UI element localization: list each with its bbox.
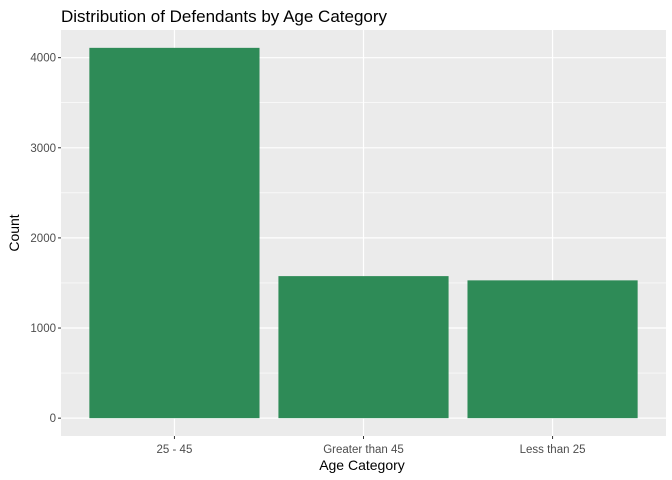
x-tick-label: 25 - 45 [157,444,193,456]
bar [89,47,260,419]
y-tick-label: 3000 [30,143,56,155]
bar [278,276,449,419]
y-tick-label: 1000 [30,323,56,335]
y-tick-label: 2000 [30,233,56,245]
bars [89,47,638,419]
x-axis-title: Age Category [319,457,405,473]
axis-ticks [58,57,554,439]
bar [467,280,638,419]
tick-labels: 0 1000 2000 3000 4000 25 - 45 Greater than 45 L… [30,53,585,456]
x-tick-label: Greater than 45 [323,444,404,456]
x-tick-label: Less than 25 [520,444,586,456]
chart-title: Distribution of Defendants by Age Catego… [61,7,388,26]
y-tick-label: 4000 [30,53,56,65]
y-tick-label: 0 [50,413,56,425]
y-axis-title: Count [6,214,22,251]
